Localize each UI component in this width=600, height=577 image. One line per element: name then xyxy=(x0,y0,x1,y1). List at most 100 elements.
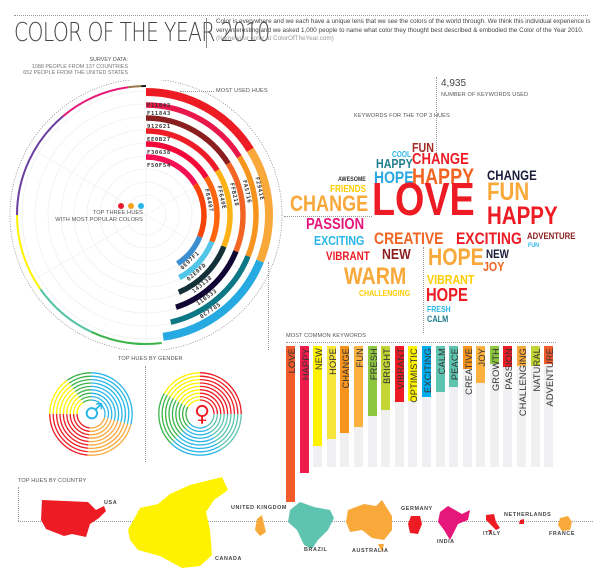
cloud-keyword: JOY xyxy=(483,259,505,274)
keyword-bar xyxy=(286,346,295,502)
keyword-bar xyxy=(517,346,526,467)
keyword-bar xyxy=(490,346,499,467)
keyword-bar-label: GROWTH xyxy=(490,348,501,458)
keyword-bar-label: FRESH xyxy=(368,348,379,458)
cloud-keyword: HOPE xyxy=(428,244,484,271)
cloud-keyword: ADVENTURE xyxy=(527,231,576,242)
india-shape xyxy=(438,506,470,540)
keyword-bar-label: JOY xyxy=(476,348,487,458)
survey-line-2: 652 PEOPLE FROM THE UNITED STATES xyxy=(23,70,128,77)
cloud-keyword: LOVE xyxy=(372,173,475,225)
cloud-keyword: CHANGE xyxy=(412,151,469,168)
keyword-bar-label: HAPPY xyxy=(300,348,311,458)
country-france-label: FRANCE xyxy=(549,531,576,537)
keyword-bar xyxy=(313,346,322,467)
svg-text:F11843: F11843 xyxy=(147,111,171,117)
keyword-bar-fill xyxy=(381,346,390,410)
france-shape xyxy=(558,516,572,531)
website-link[interactable]: (Name your color at ColorOfTheYear.com) xyxy=(216,35,334,43)
cloud-keyword: VIBRANT xyxy=(427,272,475,287)
cloud-keyword: CHANGE xyxy=(290,191,369,216)
country-uk-label: UNITED KINGDOM xyxy=(231,505,288,511)
italy-shape xyxy=(486,514,500,534)
australia-shape xyxy=(346,500,392,552)
cloud-keyword: AWESOME xyxy=(338,176,366,183)
keyword-bar xyxy=(476,346,485,467)
country-leader xyxy=(18,487,19,521)
gender-divider xyxy=(145,366,146,462)
cloud-keyword: NEW xyxy=(382,246,411,263)
top-three-label: TOP THREE HUES WITH MOST POPULAR COLORS xyxy=(55,210,143,224)
keyword-bar-fill xyxy=(503,346,512,367)
keyword-bar xyxy=(327,346,336,467)
svg-text:F50F54: F50F54 xyxy=(147,163,171,169)
keyword-bar-text: PEACE xyxy=(450,348,460,381)
cloud-keyword: CREATIVE xyxy=(374,229,444,248)
cloud-keyword: HAPPY xyxy=(376,156,413,171)
survey-line-1: 1088 PEOPLE FROM 137 COUNTRIES xyxy=(31,63,128,70)
keyword-bar-text: NEW xyxy=(314,348,324,371)
keyword-bar-text: HOPE xyxy=(328,348,338,375)
keyword-bar-fill xyxy=(476,346,485,383)
intro-text: Color is everywhere and we each have a u… xyxy=(216,18,596,44)
keyword-bar-fill xyxy=(313,346,322,446)
most-common-rule xyxy=(286,342,556,343)
keyword-bar-label: LOVE xyxy=(286,348,297,458)
keyword-bar xyxy=(381,346,390,467)
keyword-bar-text: CHALLENGING xyxy=(518,348,528,417)
keyword-bar-label: PASSION xyxy=(503,348,514,458)
cloud-label: KEYWORDS FOR THE TOP 3 HUES xyxy=(354,113,450,119)
header-rule xyxy=(14,15,588,16)
bar-leader xyxy=(268,262,269,350)
keyword-bar xyxy=(531,346,540,467)
country-map xyxy=(41,477,572,568)
keyword-bar xyxy=(368,346,377,467)
cloud-keyword: VIBRANT xyxy=(326,249,370,263)
keyword-bar xyxy=(544,346,553,467)
svg-text:912621: 912621 xyxy=(147,124,171,130)
keyword-bar-text: CHANGE xyxy=(341,348,351,389)
keyword-bar-text: OPTIMISTIC xyxy=(409,348,419,403)
keyword-bar-fill xyxy=(300,346,309,473)
top-hue-dot xyxy=(128,203,134,209)
keyword-count-label: NUMBER OF KEYWORDS USED xyxy=(441,92,529,98)
keyword-bar-text: CREATIVE xyxy=(464,348,474,395)
keyword-bar-label: PEACE xyxy=(449,348,460,458)
cloud-keyword: FRIENDS xyxy=(330,184,367,195)
keyword-bar-fill xyxy=(463,346,472,369)
survey-data: SURVEY DATA: 1088 PEOPLE FROM 137 COUNTR… xyxy=(23,57,128,77)
country-italy-label: ITALY xyxy=(483,531,501,537)
usa-shape xyxy=(41,500,106,537)
survey-heading: SURVEY DATA: xyxy=(89,57,128,63)
keyword-bar-label: VIBRANT xyxy=(395,348,406,458)
cloud-keyword: FUN xyxy=(412,140,434,155)
keyword-bar-fill xyxy=(544,346,553,364)
hue-wheel-chart: F2941E0C7785F11843FA5716110533912621FFB2… xyxy=(9,80,283,350)
country-label: TOP HUES BY COUNTRY xyxy=(18,478,87,484)
keyword-bar-text: PASSION xyxy=(504,348,514,390)
country-netherlands-label: NETHERLANDS xyxy=(504,512,552,518)
keyword-bar-fill xyxy=(395,346,404,402)
keyword-bar-text: GROWTH xyxy=(491,348,501,392)
most-common-label: MOST COMMON KEYWORDS xyxy=(286,333,366,339)
keyword-bar-fill xyxy=(340,346,349,433)
cloud-keyword: HOPE xyxy=(426,285,468,305)
cloud-keyword: WARM xyxy=(344,263,407,290)
svg-text:FF640E: FF640E xyxy=(215,185,226,210)
keyword-bar xyxy=(422,346,431,467)
top-hue-dot xyxy=(118,203,124,209)
top-hue-dot xyxy=(138,203,144,209)
svg-text:F2941E: F2941E xyxy=(253,177,264,202)
page-title: COLOR OF THE YEAR 2010 xyxy=(14,18,270,48)
top-three-label-1: TOP THREE HUES xyxy=(92,210,143,216)
keyword-bar-text: LOVE xyxy=(287,348,297,374)
country-canada-label: CANADA xyxy=(215,556,242,562)
svg-text:F84407: F84407 xyxy=(203,188,214,213)
intro-description: Color is everywhere and we each have a u… xyxy=(216,18,591,34)
keyword-bar-label: NATURAL xyxy=(531,348,542,458)
keyword-bar-text: ADVENTURE xyxy=(545,348,555,407)
keyword-bar-label: OPTIMISTIC xyxy=(408,348,419,458)
brazil-shape xyxy=(288,502,334,549)
cloud-keyword: HAPPY xyxy=(412,164,475,189)
cloud-keyword: EXCITING xyxy=(314,233,365,248)
